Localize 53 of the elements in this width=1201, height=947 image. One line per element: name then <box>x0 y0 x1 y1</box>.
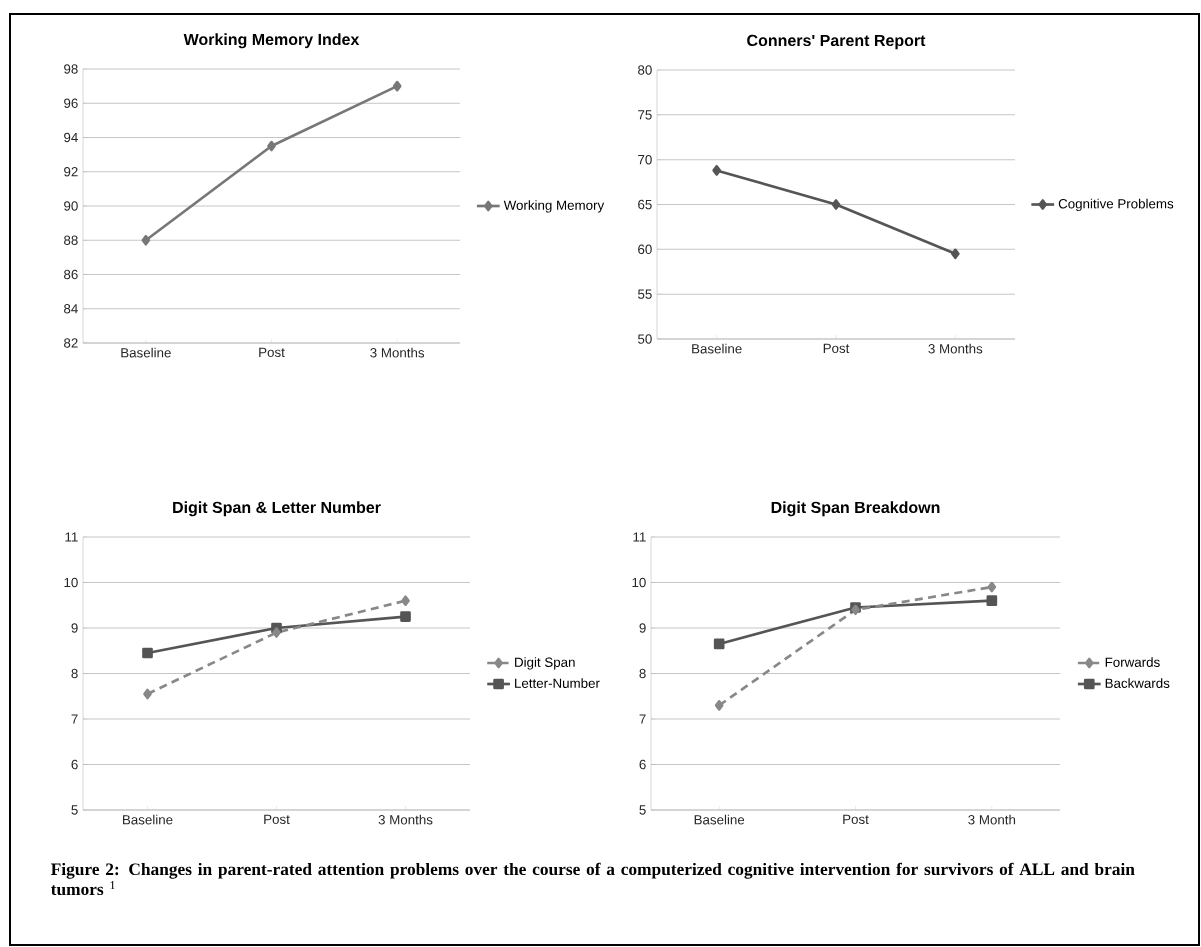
y-tick-label: 11 <box>65 532 78 542</box>
y-tick-label: 88 <box>64 235 78 245</box>
y-tick-label: 60 <box>638 244 652 255</box>
legend-label: Digit Span <box>515 657 575 670</box>
y-tick-label: 9 <box>71 623 78 633</box>
x-tick-label: Post <box>823 343 850 353</box>
y-tick-label: 82 <box>64 338 78 348</box>
y-tick-label: 7 <box>71 714 78 724</box>
chart-title: Digit Span & Letter Number <box>173 501 381 517</box>
x-tick-label: Post <box>843 814 869 825</box>
y-tick-label: 84 <box>64 304 78 314</box>
y-tick-label: 10 <box>64 577 78 588</box>
legend-label: Backwards <box>1105 678 1170 688</box>
y-tick-label: 11 <box>633 532 646 542</box>
x-tick-label: 3 Months <box>370 347 425 358</box>
y-tick-label: 75 <box>638 110 652 120</box>
y-tick-label: 55 <box>638 289 652 299</box>
x-tick-label: Baseline <box>692 343 742 354</box>
chart-title: Working Memory Index <box>183 33 360 49</box>
y-tick-label: 6 <box>71 759 78 770</box>
y-tick-label: 92 <box>64 167 78 177</box>
x-tick-label: Post <box>264 814 290 825</box>
y-tick-label: 94 <box>64 132 78 143</box>
legend-label: Working Memory <box>503 200 605 213</box>
x-tick-label: 3 Months <box>928 343 983 354</box>
y-tick-label: 5 <box>639 805 646 815</box>
y-tick-label: 7 <box>639 714 646 724</box>
y-tick-label: 70 <box>638 154 652 165</box>
y-tick-label: 6 <box>639 759 646 770</box>
y-tick-label: 10 <box>632 577 646 588</box>
y-tick-label: 8 <box>639 668 646 679</box>
y-tick-label: 90 <box>64 201 78 211</box>
x-tick-label: Baseline <box>694 814 745 825</box>
x-tick-label: Baseline <box>123 814 173 825</box>
x-tick-label: Baseline <box>121 347 171 358</box>
x-tick-label: 3 Month <box>968 814 1016 825</box>
y-tick-label: 50 <box>638 334 652 344</box>
x-tick-label: Post <box>259 347 285 357</box>
text: Figure 2: Changes in parent-rated attention problems over the course of a computerized cognitive intervention for survivors of ALL and brain tumors $^{1}$ <box>50 862 1135 896</box>
chart-title: Digit Span Breakdown <box>771 501 940 517</box>
y-tick-label: 96 <box>64 98 78 108</box>
y-tick-label: 8 <box>71 668 78 679</box>
y-tick-label: 86 <box>64 269 78 280</box>
y-tick-label: 5 <box>71 805 78 815</box>
x-tick-label: 3 Months <box>378 814 433 825</box>
y-tick-label: 98 <box>64 64 78 74</box>
chart-title: Conners' Parent Report <box>747 34 926 50</box>
legend-label: Cognitive Problems <box>1058 198 1174 212</box>
y-tick-label: 65 <box>638 199 652 210</box>
y-tick-label: 80 <box>638 65 652 75</box>
legend-label: Letter-Number <box>515 678 600 688</box>
legend-label: Forwards <box>1105 657 1160 667</box>
y-tick-label: 9 <box>639 623 646 633</box>
